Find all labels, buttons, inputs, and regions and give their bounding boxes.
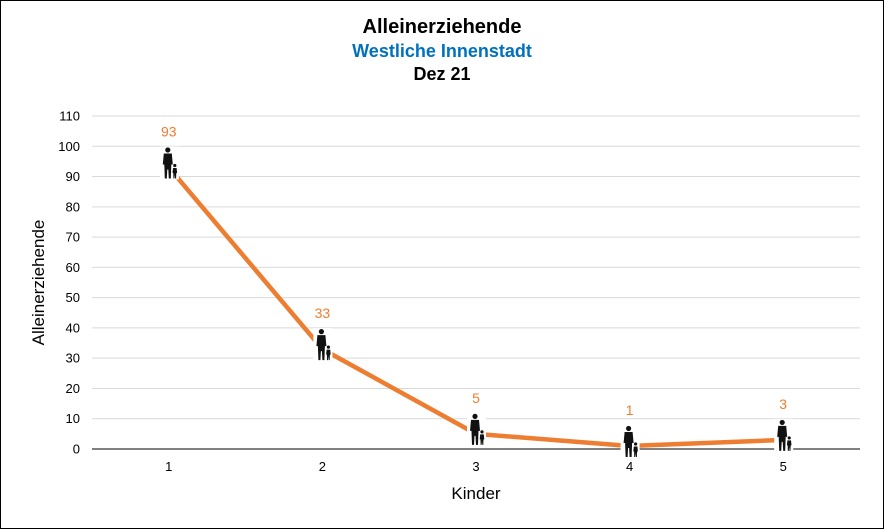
x-tick-label: 5 — [780, 459, 787, 474]
x-tick-label: 2 — [319, 459, 326, 474]
y-tick-label: 50 — [66, 290, 80, 305]
y-tick-label: 70 — [66, 230, 80, 245]
y-tick-label: 10 — [66, 411, 80, 426]
y-tick-label: 110 — [59, 109, 80, 124]
parent-with-child-icon — [313, 328, 333, 362]
parent-with-child-icon — [467, 412, 486, 446]
y-tick-label: 90 — [66, 169, 80, 184]
y-tick-label: 20 — [66, 381, 80, 396]
y-tick-label: 80 — [66, 199, 80, 214]
parent-with-child-icon — [774, 418, 794, 452]
x-tick-label: 3 — [472, 459, 479, 474]
y-tick-label: 0 — [73, 442, 80, 457]
data-label: 93 — [161, 123, 177, 139]
chart-subtitle-date: Dez 21 — [413, 64, 471, 84]
y-tick-label: 60 — [66, 260, 80, 275]
parent-with-child-icon — [620, 424, 640, 458]
parent-with-child-icon — [159, 146, 179, 180]
data-label: 3 — [779, 396, 787, 412]
x-tick-label: 1 — [165, 459, 172, 474]
y-tick-label: 30 — [66, 351, 80, 366]
data-label: 5 — [472, 390, 480, 406]
x-tick-label: 4 — [626, 459, 633, 474]
x-axis-title: Kinder — [451, 484, 500, 503]
y-axis-title: Alleinerziehende — [29, 220, 48, 346]
chart-title: Alleinerziehende — [362, 16, 522, 38]
data-label: 1 — [626, 402, 634, 418]
y-tick-label: 40 — [66, 320, 80, 335]
y-tick-label: 100 — [58, 139, 80, 154]
chart-titles: Alleinerziehende Westliche Innenstadt De… — [0, 14, 884, 85]
chart-subtitle: Westliche Innenstadt — [352, 41, 532, 61]
data-label: 33 — [315, 305, 331, 321]
